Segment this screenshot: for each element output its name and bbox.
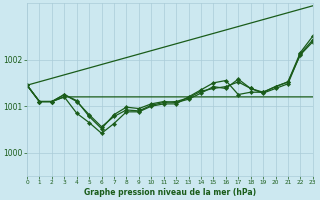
X-axis label: Graphe pression niveau de la mer (hPa): Graphe pression niveau de la mer (hPa)	[84, 188, 256, 197]
